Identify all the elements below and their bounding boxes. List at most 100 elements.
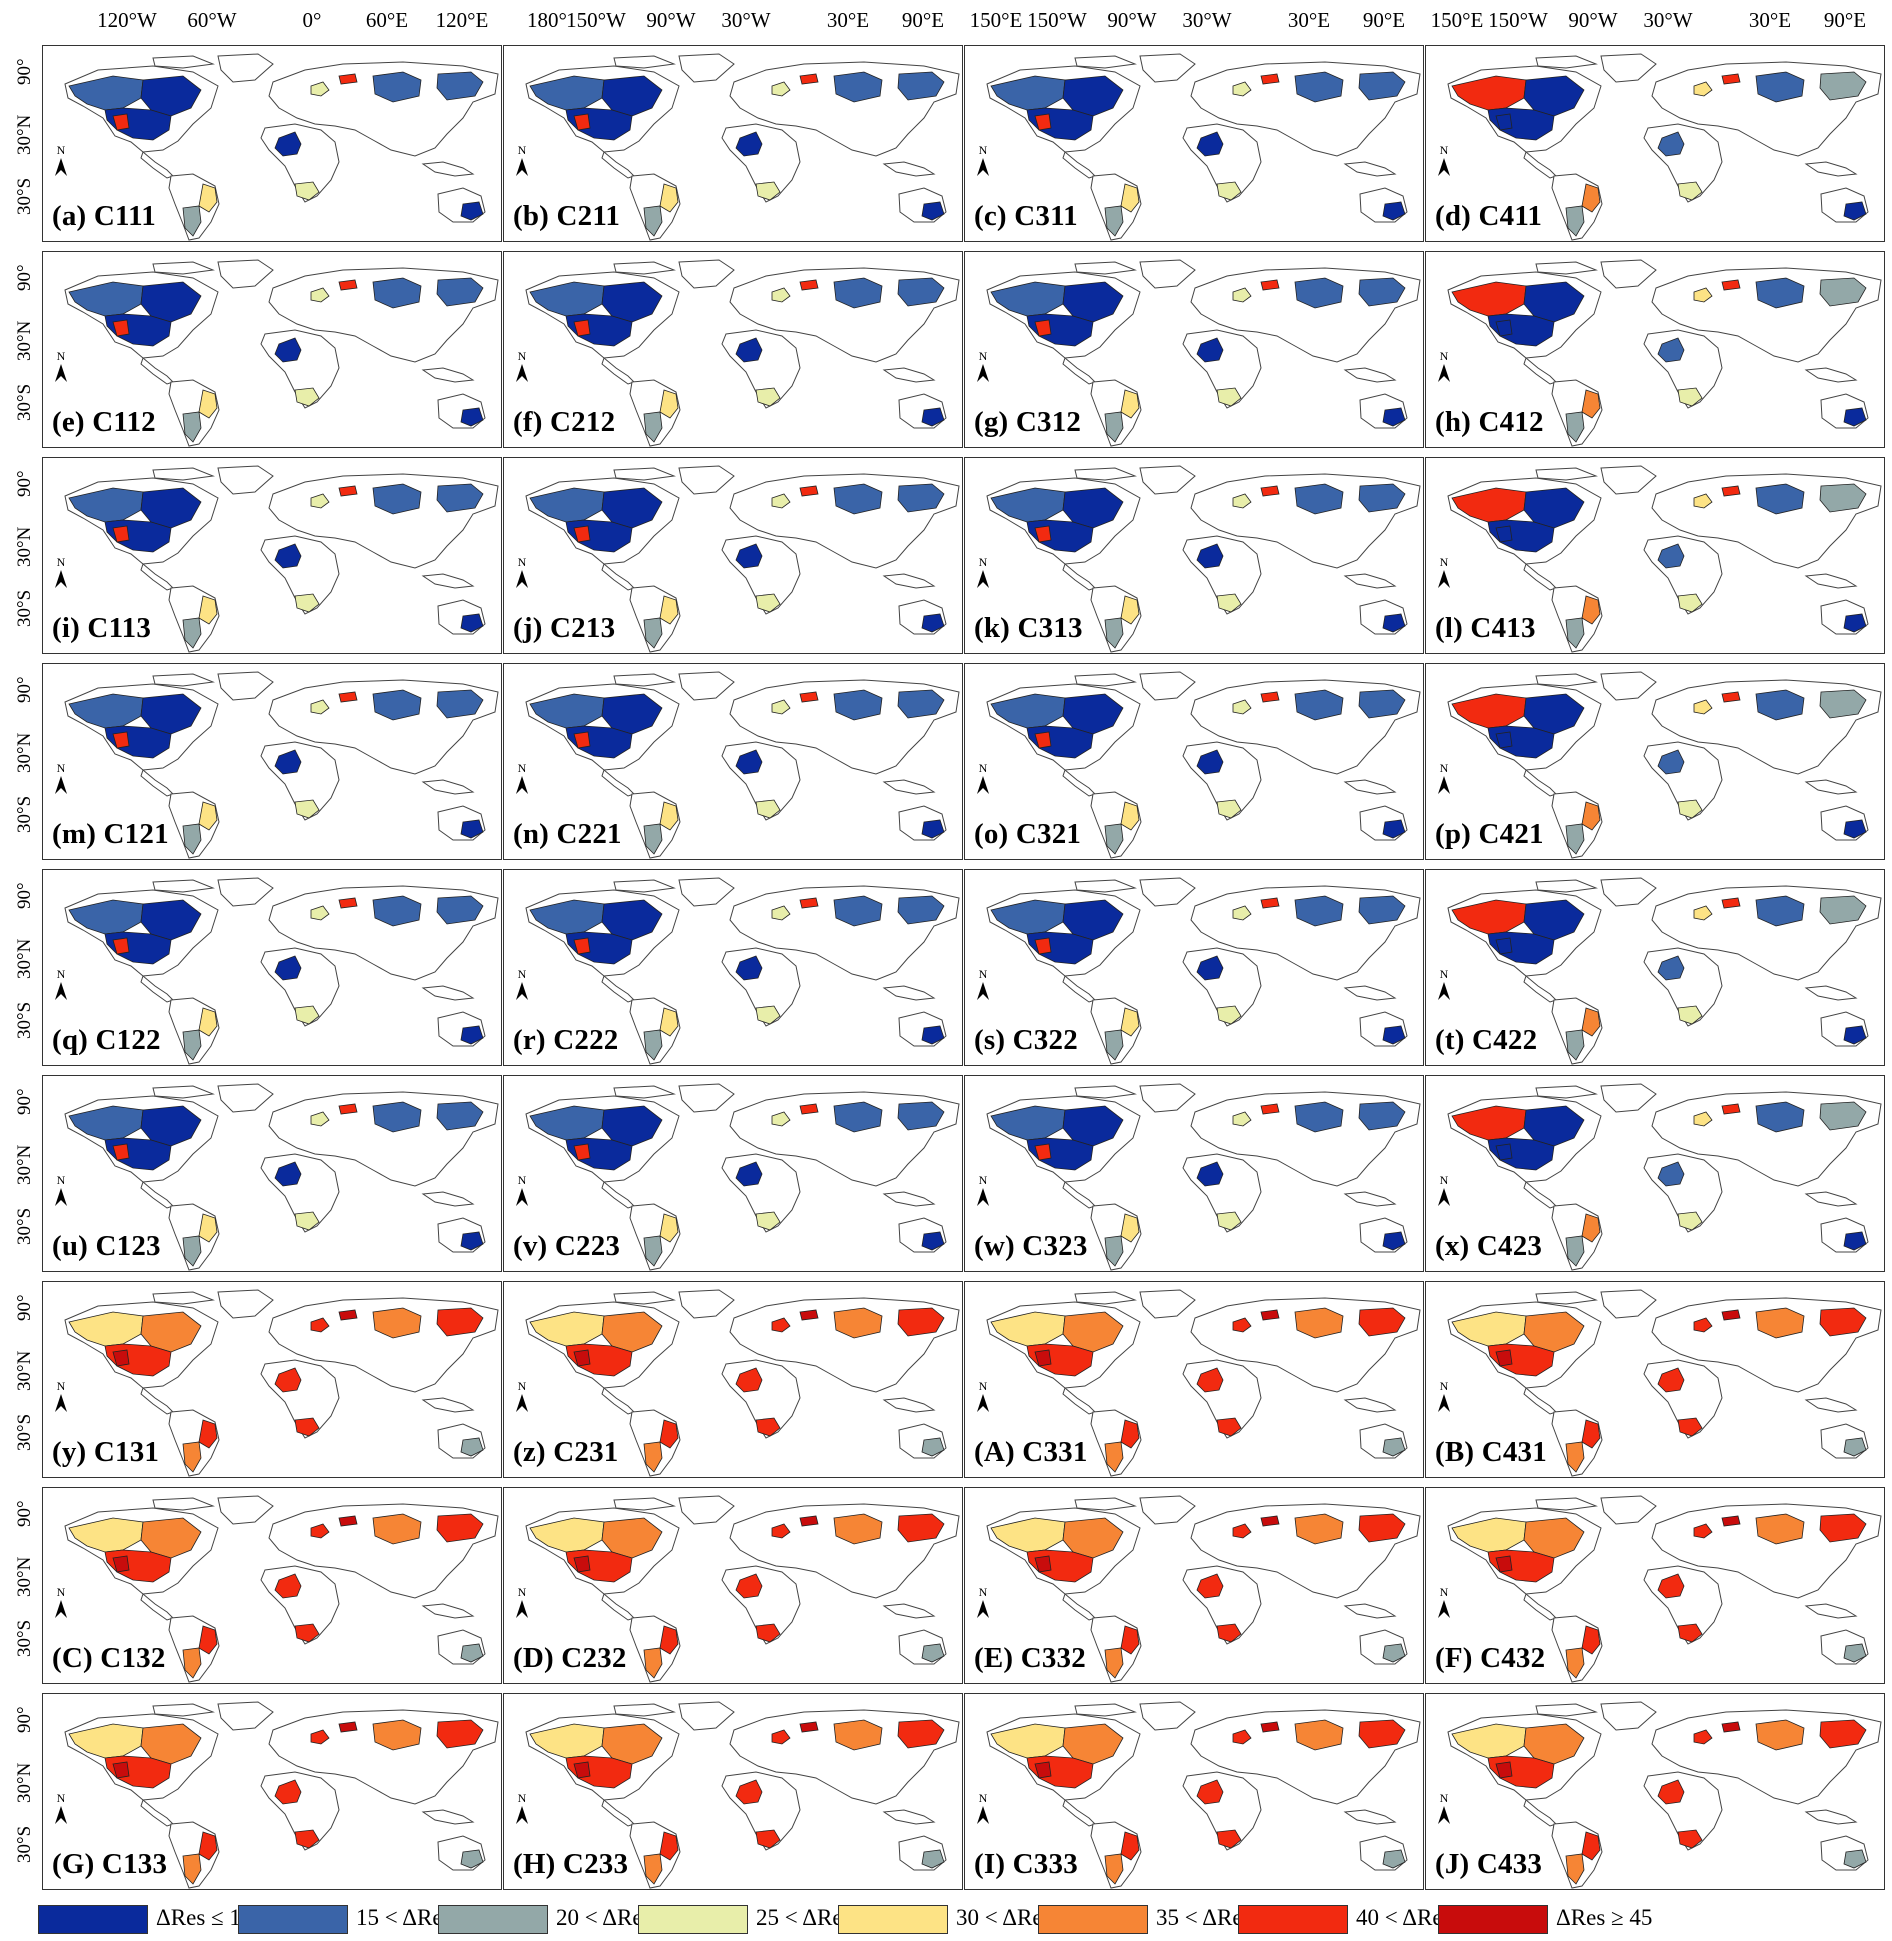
- region-sib: [1819, 1101, 1867, 1131]
- region-sae: [198, 1213, 218, 1243]
- region-euR: [1260, 1721, 1280, 1733]
- map-panel: N (w) C323: [964, 1075, 1424, 1272]
- land-arctic: [1074, 879, 1137, 893]
- land-greenland: [217, 1495, 274, 1525]
- north-arrow-letter: N: [57, 1379, 66, 1393]
- region-sib: [897, 71, 945, 101]
- north-arrow: N: [1438, 1173, 1450, 1206]
- world-map: N: [977, 1701, 1421, 1889]
- region-afr: [1216, 799, 1242, 819]
- world-map: N: [55, 1495, 499, 1683]
- region-canE: [1062, 281, 1124, 323]
- panel-label: (B) C431: [1435, 1436, 1547, 1468]
- land-centralAmerica: [1062, 1387, 1096, 1415]
- region-afr: [755, 1623, 781, 1643]
- region-au: [1382, 613, 1406, 633]
- land-greenland: [678, 259, 735, 289]
- land-centralAmerica: [140, 563, 174, 591]
- region-afr: [1677, 593, 1703, 613]
- land-arctic: [613, 261, 676, 275]
- region-canE: [1523, 1311, 1585, 1353]
- region-canE: [140, 899, 202, 941]
- land-greenland: [1600, 53, 1657, 83]
- world-map: N: [977, 1289, 1421, 1477]
- land-centralAmerica: [601, 563, 635, 591]
- region-saf: [1657, 1573, 1685, 1599]
- north-arrow-letter: N: [57, 143, 66, 157]
- land-greenland: [217, 1083, 274, 1113]
- panel-label: (q) C122: [52, 1024, 161, 1056]
- map-panel: N (x) C423: [1425, 1075, 1885, 1272]
- region-usR: [1034, 1555, 1052, 1573]
- region-au: [460, 1231, 484, 1251]
- region-afr: [755, 593, 781, 613]
- region-eu: [1693, 699, 1713, 715]
- land-greenland: [1139, 877, 1196, 907]
- region-afr: [294, 1829, 320, 1849]
- panel-label: (w) C323: [974, 1230, 1088, 1262]
- region-sam: [1104, 1235, 1124, 1267]
- region-sae: [198, 389, 218, 419]
- longitude-tick-label: 90°W: [1568, 8, 1618, 32]
- region-usR: [1034, 525, 1052, 543]
- region-rus: [372, 1307, 422, 1339]
- region-sib: [1358, 895, 1406, 925]
- latitude-tick-label: 90°: [14, 1500, 35, 1527]
- region-sae: [659, 1625, 679, 1655]
- region-eu: [771, 287, 791, 303]
- region-au: [460, 1025, 484, 1045]
- land-indonesia: [882, 1191, 936, 1207]
- region-au: [1843, 819, 1867, 839]
- land-indonesia: [882, 985, 936, 1001]
- world-map: N: [516, 877, 960, 1065]
- land-greenland: [1139, 465, 1196, 495]
- region-eu: [1232, 493, 1252, 509]
- region-euR: [1260, 1103, 1280, 1115]
- land-indonesia: [882, 161, 936, 177]
- region-usR: [573, 937, 591, 955]
- region-saf: [1657, 1161, 1685, 1187]
- region-saf: [274, 749, 302, 775]
- land-centralAmerica: [601, 1799, 635, 1827]
- panel-label: (t) C422: [1435, 1024, 1538, 1056]
- region-au: [921, 201, 945, 221]
- region-rus: [1755, 1719, 1805, 1751]
- land-greenland: [217, 1701, 274, 1731]
- north-arrow: N: [55, 1173, 67, 1206]
- legend-label: ΔRes ≤ 15: [156, 1905, 253, 1930]
- latitude-tick-label: 30°N: [14, 1556, 35, 1597]
- region-canE: [601, 75, 663, 117]
- north-arrow-letter: N: [1440, 761, 1449, 775]
- region-usR: [112, 1761, 130, 1779]
- region-saf: [1196, 1779, 1224, 1805]
- north-arrow: N: [516, 761, 528, 794]
- north-arrow: N: [1438, 967, 1450, 1000]
- land-greenland: [678, 671, 735, 701]
- region-sam: [1565, 1029, 1585, 1061]
- region-au: [460, 819, 484, 839]
- land-centralAmerica: [1062, 151, 1096, 179]
- region-euR: [799, 897, 819, 909]
- region-au: [1843, 1849, 1867, 1869]
- north-arrow-letter: N: [1440, 143, 1449, 157]
- region-eu: [1693, 905, 1713, 921]
- region-sae: [1120, 801, 1140, 831]
- land-indonesia: [421, 1191, 475, 1207]
- map-panel: N (n) C221: [503, 663, 963, 860]
- map-panel: N (g) C312: [964, 251, 1424, 448]
- region-eu: [1693, 493, 1713, 509]
- land-centralAmerica: [1062, 1593, 1096, 1621]
- region-saf: [274, 1573, 302, 1599]
- region-saf: [1657, 1779, 1685, 1805]
- region-euR: [338, 1103, 358, 1115]
- panel-label: (i) C113: [52, 612, 152, 644]
- region-au: [921, 1231, 945, 1251]
- region-euR: [1721, 1103, 1741, 1115]
- region-saf: [274, 1367, 302, 1393]
- region-afr: [1216, 1623, 1242, 1643]
- land-greenland: [1139, 53, 1196, 83]
- land-centralAmerica: [140, 1799, 174, 1827]
- land-centralAmerica: [1062, 769, 1096, 797]
- latitude-tick-label: 90°: [14, 470, 35, 497]
- region-sae: [198, 801, 218, 831]
